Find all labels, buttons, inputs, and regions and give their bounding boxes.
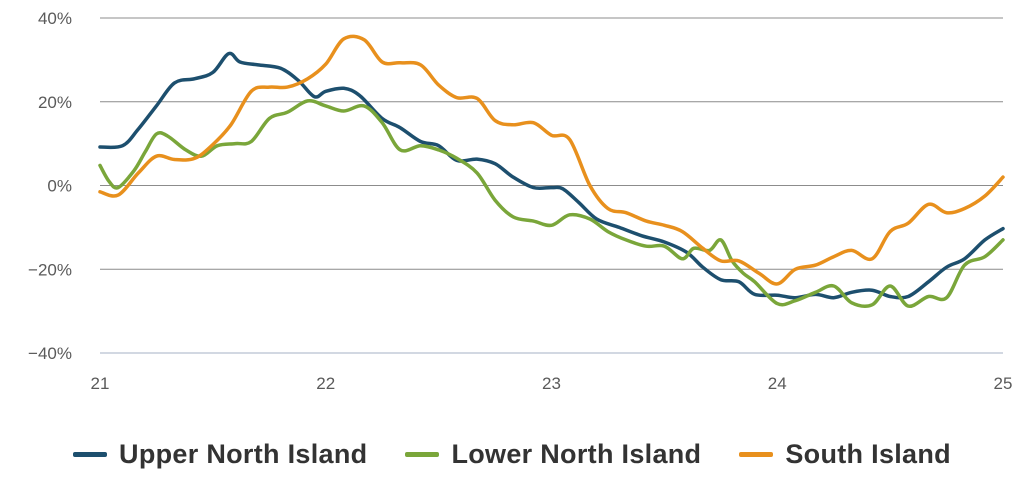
legend-item-upper-north-island[interactable]: Upper North Island bbox=[73, 439, 367, 470]
series-line-lower-north-island bbox=[98, 99, 1005, 308]
x-tick-label: 25 bbox=[994, 374, 1013, 393]
x-tick-label: 24 bbox=[768, 374, 787, 393]
legend-label-upper-north-island: Upper North Island bbox=[119, 438, 368, 469]
legend-item-south-island[interactable]: South Island bbox=[739, 439, 951, 470]
series-line-south-island bbox=[98, 34, 1005, 286]
legend-label-south-island: South Island bbox=[785, 438, 951, 469]
legend-item-lower-north-island[interactable]: Lower North Island bbox=[405, 439, 701, 470]
x-tick-label: 23 bbox=[542, 374, 561, 393]
x-tick-label: 22 bbox=[316, 374, 335, 393]
line-chart: −40% −20% 0% 20% 40% 21 22 23 24 25 bbox=[28, 9, 1013, 393]
y-axis-tick-labels: −40% −20% 0% 20% 40% bbox=[28, 9, 72, 363]
y-tick-label: −20% bbox=[28, 260, 72, 279]
legend-swatch-upper-north-island bbox=[73, 451, 108, 457]
gridlines bbox=[100, 17, 1003, 354]
legend-label-lower-north-island: Lower North Island bbox=[451, 438, 702, 469]
series-line-upper-north-island bbox=[98, 51, 1005, 300]
x-axis-tick-labels: 21 22 23 24 25 bbox=[91, 374, 1013, 393]
x-tick-label: 21 bbox=[91, 374, 110, 393]
y-tick-label: 0% bbox=[47, 177, 72, 196]
y-tick-label: −40% bbox=[28, 344, 72, 363]
legend-swatch-lower-north-island bbox=[405, 451, 440, 457]
y-tick-label: 20% bbox=[38, 93, 72, 112]
series-lines bbox=[98, 34, 1005, 308]
legend: Upper North Island Lower North Island So… bbox=[0, 432, 1024, 476]
y-tick-label: 40% bbox=[38, 9, 72, 28]
legend-swatch-south-island bbox=[739, 451, 774, 457]
